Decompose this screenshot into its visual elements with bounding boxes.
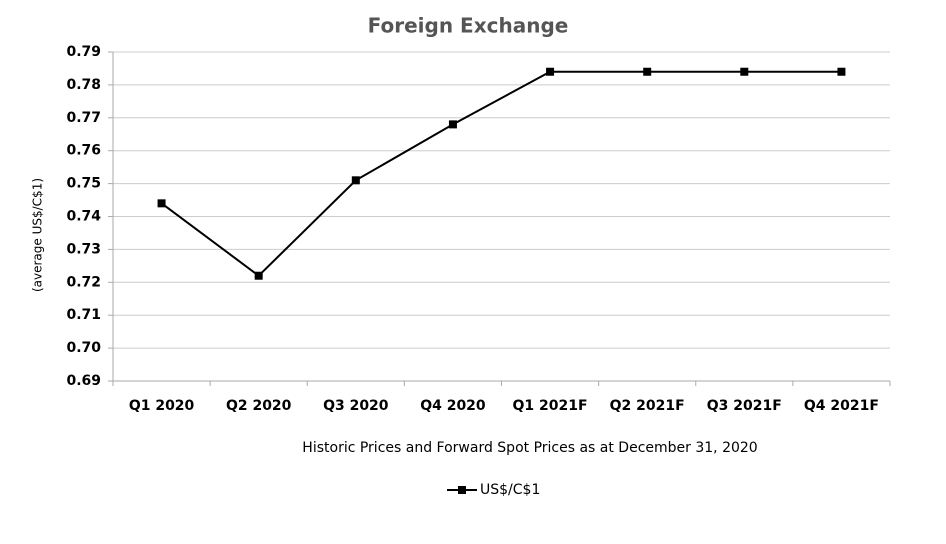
y-tick-label: 0.69 (66, 373, 101, 389)
x-tick-label: Q1 2021F (513, 398, 588, 414)
y-tick-label: 0.70 (66, 340, 101, 356)
point-marker (448, 120, 457, 129)
point-marker (546, 67, 555, 76)
y-tick-label: 0.71 (66, 307, 101, 323)
y-tick-label: 0.79 (66, 44, 101, 60)
x-tick-label: Q3 2020 (323, 398, 389, 414)
point-marker (740, 67, 749, 76)
x-tick-label: Q2 2021F (610, 398, 685, 414)
series-line (160, 70, 842, 278)
y-tick-label: 0.76 (66, 143, 101, 159)
y-tick-label: 0.75 (66, 176, 101, 192)
x-axis-label: Historic Prices and Forward Spot Prices … (302, 440, 757, 456)
y-tick-label: 0.77 (66, 110, 101, 126)
x-tick-label: Q1 2020 (129, 398, 195, 414)
legend-label: US$/C$1 (480, 482, 540, 498)
x-tick-label: Q4 2020 (420, 398, 486, 414)
x-tick-label: Q4 2021F (804, 398, 879, 414)
y-tick-label: 0.73 (66, 241, 101, 257)
y-tick-label: 0.72 (66, 274, 101, 290)
point-marker (351, 176, 360, 185)
chart-title: Foreign Exchange (368, 14, 569, 38)
y-axis-label: (average US$/C$1) (31, 178, 45, 292)
x-tick-label: Q2 2020 (226, 398, 292, 414)
point-marker (837, 67, 846, 76)
legend-marker (458, 486, 466, 494)
point-marker (643, 67, 652, 76)
y-tick-label: 0.74 (66, 209, 101, 225)
point-marker (254, 271, 263, 280)
point-marker (157, 199, 166, 208)
x-tick-label: Q3 2021F (707, 398, 782, 414)
y-tick-label: 0.78 (66, 77, 101, 93)
